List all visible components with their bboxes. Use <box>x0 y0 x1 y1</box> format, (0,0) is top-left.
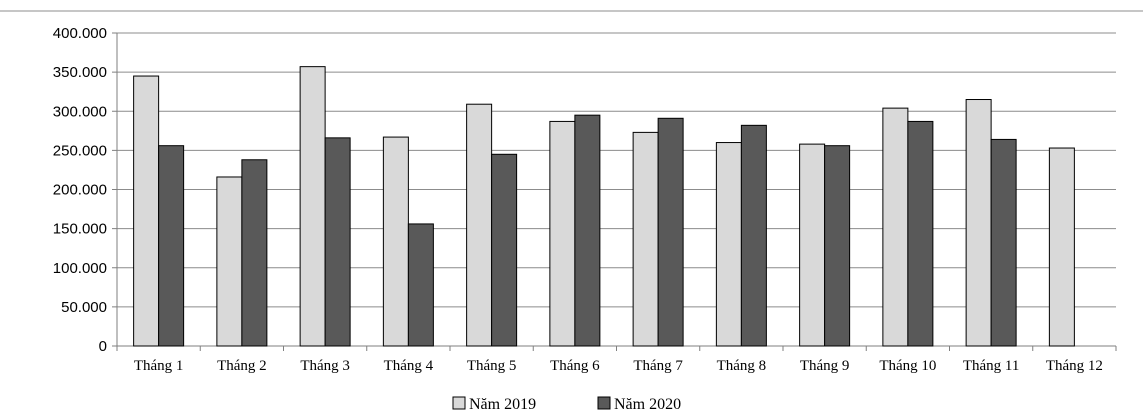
bar-2019 <box>216 176 243 347</box>
bar-2019 <box>799 143 826 347</box>
bar-2020 <box>657 117 684 347</box>
bar-2019 <box>133 75 160 347</box>
y-tick-label: 0 <box>99 338 107 355</box>
legend-swatch <box>597 396 611 410</box>
bar-2019 <box>1048 147 1075 347</box>
x-tick-label: Tháng 8 <box>717 358 767 374</box>
x-tick-label: Tháng 1 <box>134 358 184 374</box>
x-tick-label: Tháng 6 <box>550 358 600 374</box>
bar-2020 <box>241 159 268 347</box>
bar-2020 <box>574 114 601 347</box>
bar-2019 <box>466 103 493 347</box>
bar-2020 <box>740 124 767 347</box>
bar-2019 <box>715 142 742 347</box>
y-tick-label: 50.000 <box>61 299 107 316</box>
bar-2019 <box>632 131 659 347</box>
x-tick-label: Tháng 2 <box>217 358 267 374</box>
y-tick-label: 250.000 <box>53 142 107 159</box>
legend-label: Năm 2020 <box>614 396 681 413</box>
y-tick-label: 400.000 <box>53 25 107 42</box>
y-tick-label: 350.000 <box>53 64 107 81</box>
x-tick-label: Tháng 4 <box>384 358 434 374</box>
legend-swatch <box>452 396 466 410</box>
y-tick-label: 300.000 <box>53 103 107 120</box>
bar-2020 <box>407 223 434 347</box>
bar-2020 <box>158 145 185 347</box>
bar-2020 <box>990 138 1017 347</box>
bar-2020 <box>491 153 518 347</box>
bar-2019 <box>549 120 576 347</box>
y-tick-label: 100.000 <box>53 260 107 277</box>
x-tick-label: Tháng 9 <box>800 358 850 374</box>
x-tick-label: Tháng 7 <box>633 358 683 374</box>
x-tick-label: Tháng 12 <box>1046 358 1103 374</box>
bar-2019 <box>299 66 326 347</box>
bar-2020 <box>907 120 934 347</box>
bar-2020 <box>824 145 851 347</box>
y-tick-label: 150.000 <box>53 221 107 238</box>
bar-2019 <box>965 99 992 347</box>
bar-2019 <box>882 107 909 347</box>
bar-2020 <box>324 137 351 347</box>
x-tick-label: Tháng 10 <box>879 358 936 374</box>
bar-2019 <box>382 136 409 347</box>
legend-label: Năm 2019 <box>469 396 536 413</box>
x-tick-label: Tháng 3 <box>300 358 350 374</box>
x-tick-label: Tháng 11 <box>963 358 1020 374</box>
y-tick-label: 200.000 <box>53 182 107 199</box>
x-tick-label: Tháng 5 <box>467 358 517 374</box>
